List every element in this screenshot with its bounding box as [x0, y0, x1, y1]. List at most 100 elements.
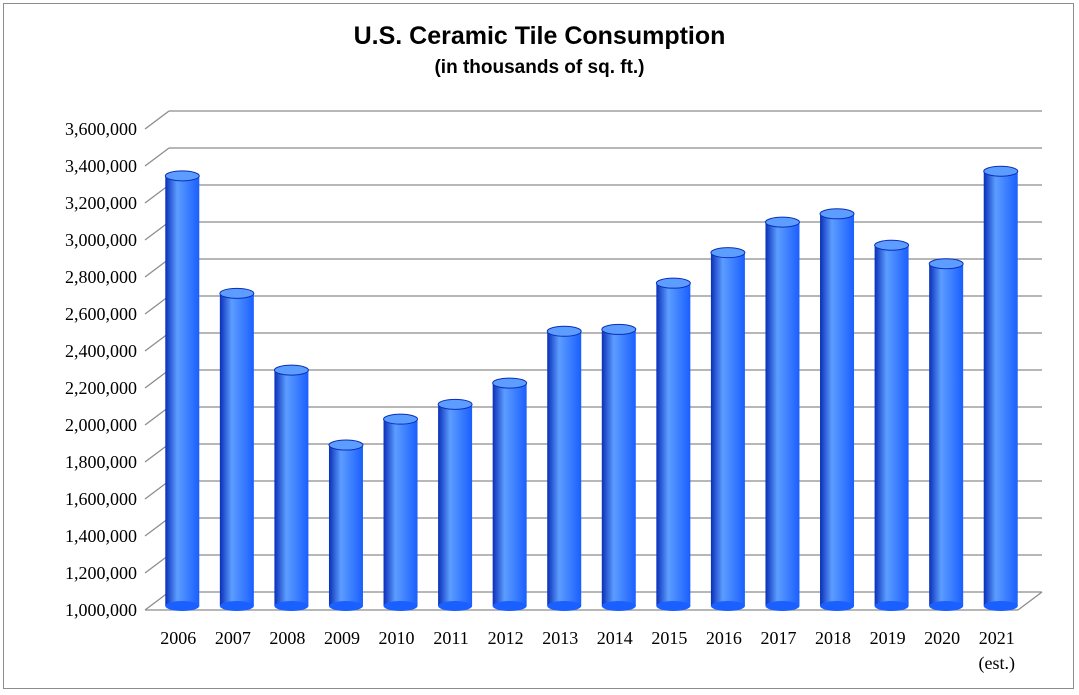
bar-2009 — [328, 439, 364, 611]
gridline-depth — [144, 221, 170, 241]
bar-base — [547, 601, 582, 611]
x-tick-label: 2008 — [269, 628, 305, 648]
y-axis-labels: 1,000,000 1,200,000 1,400,000 1,600,000 1,80… — [65, 119, 137, 620]
gridline-depth — [144, 110, 170, 130]
bar-base — [983, 601, 1018, 611]
y-tick-label: 2,800,000 — [65, 267, 137, 287]
bar-top — [164, 170, 200, 182]
x-tick-label: 2019 — [870, 628, 906, 648]
y-tick-label: 2,600,000 — [65, 304, 137, 324]
bar-base — [820, 601, 855, 611]
bar-body — [656, 283, 691, 606]
x-tick-label: 2007 — [215, 628, 251, 648]
bar-2019 — [874, 239, 910, 611]
bar-base — [165, 601, 200, 611]
bar-body — [219, 293, 254, 606]
bar-2008 — [273, 364, 309, 611]
bar-top — [819, 208, 855, 220]
bar-2007 — [219, 287, 255, 611]
bar-2021 — [983, 165, 1019, 611]
bar-top — [383, 413, 419, 425]
x-tick-sublabel: (est.) — [978, 653, 1014, 674]
x-tick-label: 2020 — [924, 628, 960, 648]
bar-2012 — [492, 377, 528, 611]
gridline-depth — [144, 517, 170, 537]
gridline-depth — [144, 406, 170, 426]
x-tick-label: 2012 — [488, 628, 524, 648]
bar-2015 — [655, 277, 691, 611]
x-tick-label: 2009 — [324, 628, 360, 648]
bar-top — [655, 277, 691, 289]
x-axis-labels: 2006 2007 2008 2009 2010 2011 2012 2013 2014 2015… — [160, 628, 1015, 674]
x-tick-label: 2013 — [542, 628, 578, 648]
bar-body — [765, 222, 800, 606]
chart-title: U.S. Ceramic Tile Consumption — [353, 22, 726, 50]
bar-2016 — [710, 247, 746, 611]
y-tick-label: 3,600,000 — [65, 119, 137, 139]
y-tick-label: 2,200,000 — [65, 378, 137, 398]
gridline-depth — [144, 332, 170, 352]
bar-body — [874, 245, 909, 606]
bar-top — [928, 258, 964, 270]
bar-body — [601, 329, 636, 606]
gridline-depth — [144, 147, 170, 167]
bar-2020 — [928, 258, 964, 611]
bar-base — [765, 601, 800, 611]
bar-base — [656, 601, 691, 611]
bar-base — [438, 601, 473, 611]
bar-base — [328, 601, 363, 611]
bar-body — [492, 383, 527, 606]
bar-body — [983, 171, 1018, 606]
y-tick-label: 1,200,000 — [65, 563, 137, 583]
bar-top — [764, 216, 800, 228]
bar-2014 — [601, 323, 637, 611]
bar-top — [492, 377, 528, 389]
bar-top — [710, 247, 746, 259]
x-tick-label: 2011 — [433, 628, 468, 648]
bar-body — [328, 445, 363, 606]
bar-top — [437, 398, 473, 410]
bar-2006 — [164, 170, 200, 611]
gridline-depth — [144, 184, 170, 204]
bar-body — [929, 263, 964, 606]
bar-top — [983, 165, 1019, 177]
y-tick-label: 3,000,000 — [65, 230, 137, 250]
gridline-depth — [144, 591, 170, 611]
y-tick-label: 1,400,000 — [65, 526, 137, 546]
y-tick-label: 1,600,000 — [65, 489, 137, 509]
chart-subtitle: (in thousands of sq. ft.) — [434, 57, 645, 78]
gridline-depth — [144, 554, 170, 574]
bar-body — [710, 252, 745, 606]
bar-top — [219, 287, 255, 299]
x-tick-label: 2016 — [706, 628, 742, 648]
bar-body — [438, 404, 473, 606]
bar-base — [492, 601, 527, 611]
bar-base — [601, 601, 636, 611]
y-tick-label: 2,400,000 — [65, 341, 137, 361]
bar-base — [929, 601, 964, 611]
bars — [164, 165, 1019, 611]
bar-top — [328, 439, 364, 451]
bar-body — [274, 370, 309, 606]
bar-body — [547, 331, 582, 606]
x-tick-label: 2006 — [160, 628, 196, 648]
bar-top — [546, 325, 582, 337]
x-tick-label: 2021 — [979, 628, 1015, 648]
y-tick-label: 3,400,000 — [65, 156, 137, 176]
gridline-depth — [144, 480, 170, 500]
bar-2013 — [546, 325, 582, 611]
bar-base — [219, 601, 254, 611]
y-tick-label: 1,000,000 — [65, 600, 137, 620]
bar-base — [383, 601, 418, 611]
bar-2011 — [437, 398, 473, 611]
floor-edge — [1017, 591, 1043, 611]
bar-2010 — [383, 413, 419, 611]
bar-top — [874, 239, 910, 251]
gridline-depth — [144, 295, 170, 315]
gridline-depth — [144, 258, 170, 278]
bar-body — [165, 175, 200, 606]
bar-base — [274, 601, 309, 611]
x-tick-label: 2015 — [651, 628, 687, 648]
x-tick-label: 2010 — [379, 628, 415, 648]
